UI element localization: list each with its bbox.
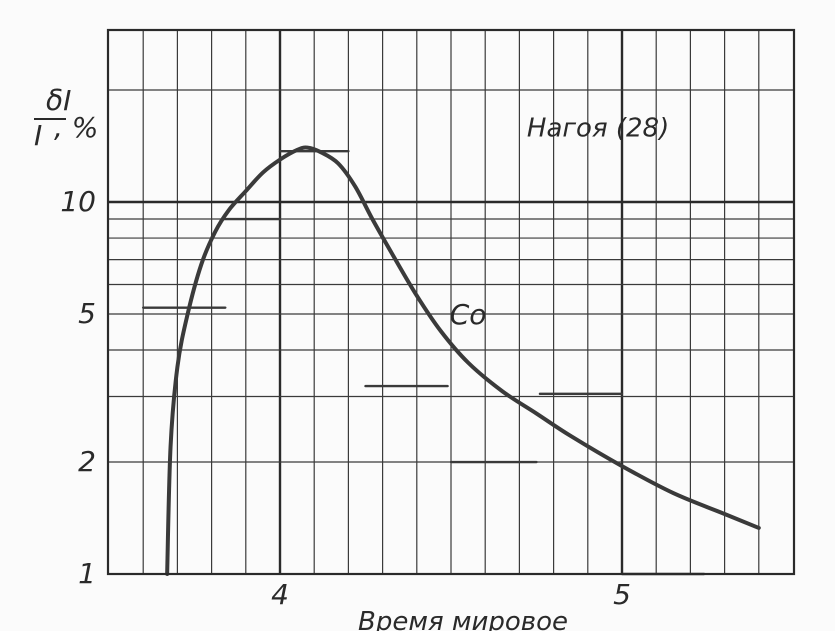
series-line [165, 145, 761, 576]
step-marks [141, 149, 706, 576]
axis-labels: δI I , % Время мировое [34, 84, 568, 631]
series-annotation-element: Co [450, 298, 487, 331]
y-tick-label: 10 [60, 185, 96, 218]
grid [108, 30, 794, 574]
y-axis-label-unit: , % [54, 111, 98, 144]
data-series [165, 145, 761, 576]
x-axis-label: Время мировое [358, 607, 568, 631]
series-annotation-location: Нагоя (28) [527, 113, 669, 143]
annotations: Нагоя (28) Co [450, 113, 669, 330]
y-axis-label-numerator: δI [46, 84, 71, 117]
x-tick-label: 5 [613, 578, 631, 611]
y-axis-label-denominator: I [34, 119, 42, 152]
y-tick-label: 5 [78, 297, 96, 330]
y-tick-label: 1 [78, 557, 96, 590]
x-tick-label: 4 [271, 578, 289, 611]
plot-frame [106, 28, 796, 576]
tick-labels: 1 2 5 10 4 5 [60, 185, 631, 611]
y-tick-label: 2 [78, 445, 96, 478]
